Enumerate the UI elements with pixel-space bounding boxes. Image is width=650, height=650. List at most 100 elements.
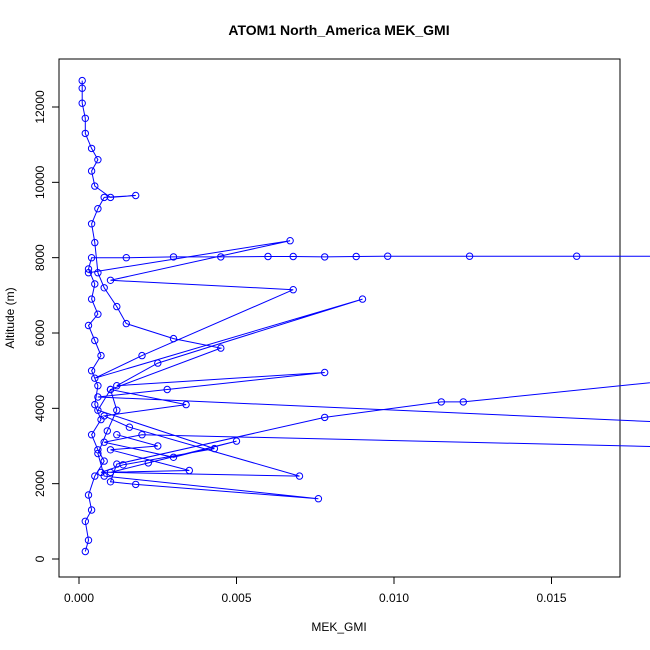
data-point-marker (286, 237, 294, 245)
data-point-marker (113, 406, 121, 414)
data-point-marker (358, 295, 367, 303)
series-layer (78, 76, 650, 556)
data-point-marker (94, 446, 102, 454)
data-point-marker (91, 182, 99, 190)
data-point-marker (352, 252, 360, 261)
data-point-marker (163, 385, 171, 394)
y-tick-label: 12000 (33, 90, 47, 124)
data-point-marker (106, 193, 115, 202)
data-point-marker (321, 253, 329, 261)
data-point-marker (91, 280, 99, 288)
data-point-marker (132, 480, 140, 489)
data-point-marker (78, 99, 86, 107)
data-point-marker (97, 468, 105, 477)
data-point-marker (459, 398, 467, 406)
data-point-marker (144, 459, 153, 467)
x-tick-label: 0.005 (221, 591, 251, 605)
y-tick-label: 4000 (33, 395, 47, 422)
data-point-marker (100, 457, 108, 465)
data-point-marker (84, 536, 93, 544)
data-point-marker (314, 495, 323, 503)
data-point-marker (100, 438, 108, 446)
data-point-marker (87, 431, 96, 439)
data-point-marker (84, 269, 93, 277)
data-point-marker (87, 144, 96, 153)
y-axis: 0 2000 4000 6000 8000 10000 12000 (33, 90, 60, 562)
data-point-marker (384, 252, 392, 260)
data-point-marker (100, 284, 108, 292)
data-point-marker (84, 321, 93, 330)
data-point-marker (113, 382, 121, 390)
data-point-marker (138, 431, 146, 439)
data-point-marker (94, 406, 102, 414)
data-point-marker (87, 367, 96, 375)
series-line-2 (88, 240, 650, 477)
y-tick-label: 6000 (33, 319, 47, 346)
data-point-marker (87, 220, 96, 228)
data-point-marker (94, 382, 102, 390)
y-tick-label: 2000 (33, 470, 47, 497)
data-point-marker (103, 427, 112, 435)
data-point-marker (437, 398, 445, 406)
data-point-marker (91, 374, 99, 382)
data-point-marker (154, 442, 162, 450)
data-point-marker (113, 302, 121, 311)
data-point-marker (100, 412, 108, 420)
data-point-marker (106, 276, 115, 284)
data-point-marker (289, 252, 297, 261)
data-point-marker (321, 368, 329, 377)
data-point-marker (573, 252, 581, 260)
data-point-marker (125, 423, 134, 431)
data-point-marker (94, 310, 102, 318)
data-point-marker (94, 205, 102, 213)
x-tick-label: 0.010 (379, 591, 409, 605)
data-point-marker (106, 385, 115, 394)
data-point-marker (87, 167, 96, 175)
data-point-marker (81, 517, 90, 525)
data-point-marker (87, 254, 96, 262)
data-point-marker (185, 466, 194, 475)
y-tick-label: 10000 (33, 165, 47, 199)
data-point-marker (94, 269, 102, 277)
data-point-marker (465, 252, 474, 260)
x-tick-label: 0.015 (536, 591, 566, 605)
data-point-marker (91, 472, 99, 480)
data-point-marker (122, 254, 131, 262)
x-axis-label: MEK_GMI (311, 620, 366, 634)
plot-area-frame (58, 58, 621, 578)
x-tick-label: 0.000 (64, 591, 94, 605)
data-point-marker (81, 129, 90, 138)
data-point-marker (169, 253, 178, 261)
data-point-marker (94, 393, 102, 401)
data-point-marker (78, 76, 86, 85)
data-point-marker (122, 319, 131, 328)
data-point-marker (94, 156, 102, 164)
data-point-marker (182, 400, 190, 409)
data-point-marker (217, 344, 225, 352)
data-point-marker (132, 191, 140, 200)
data-point-marker (84, 491, 93, 499)
data-point-marker (232, 437, 241, 445)
data-point-marker (154, 359, 162, 367)
data-point-marker (87, 295, 96, 303)
chart-title: ATOM1 North_America MEK_GMI (228, 22, 449, 38)
data-point-marker (169, 453, 178, 461)
data-point-marker (113, 431, 121, 439)
data-point-marker (106, 468, 115, 477)
series-line-1 (81, 80, 650, 552)
data-point-marker (321, 413, 329, 422)
data-point-marker (91, 400, 99, 409)
data-point-marker (295, 472, 304, 480)
data-point-marker (264, 252, 272, 261)
data-point-marker (119, 461, 127, 469)
data-point-marker (87, 506, 96, 514)
data-point-marker (210, 444, 219, 453)
y-axis-label: Altitude (m) (3, 287, 17, 348)
data-point-marker (81, 114, 90, 123)
data-point-marker (78, 84, 86, 92)
y-tick-label: 0 (33, 555, 47, 562)
data-point-marker (106, 446, 115, 454)
y-tick-label: 8000 (33, 244, 47, 271)
